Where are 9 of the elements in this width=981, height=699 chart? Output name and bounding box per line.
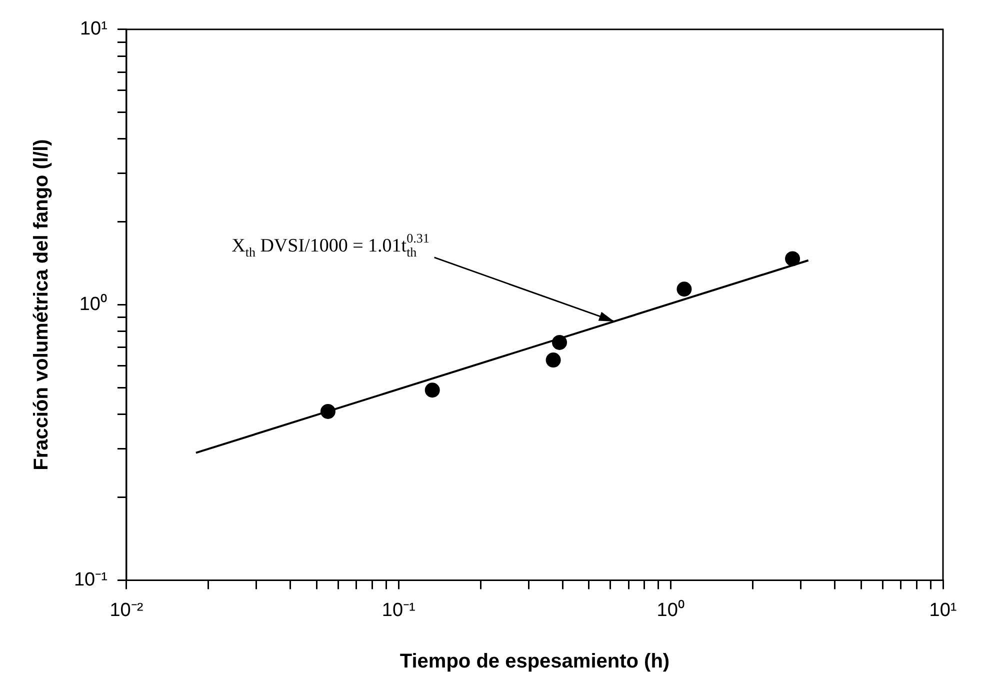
y-tick-label: 10⁻¹ xyxy=(74,569,108,590)
x-axis-title: Tiempo de espesamiento (h) xyxy=(400,650,670,673)
y-axis-title: Fracción volumétrica del fango (l/l) xyxy=(30,139,53,470)
x-tick-label: 10⁻² xyxy=(110,600,144,621)
y-tick-label: 10¹ xyxy=(80,18,108,40)
x-tick-label: 10⁻¹ xyxy=(382,600,416,621)
x-tick-label: 10⁰ xyxy=(656,598,685,621)
x-tick-label: 10¹ xyxy=(929,600,957,621)
y-tick-label: 10⁰ xyxy=(79,293,108,316)
